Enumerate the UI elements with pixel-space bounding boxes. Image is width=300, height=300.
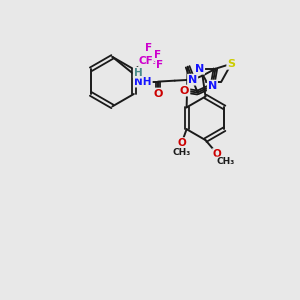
Text: O: O	[213, 149, 222, 159]
Text: N: N	[188, 75, 197, 85]
Text: CH₃: CH₃	[216, 158, 234, 166]
Text: O: O	[177, 138, 186, 148]
Text: O: O	[180, 85, 189, 96]
Text: O: O	[153, 88, 163, 98]
Text: S: S	[227, 59, 235, 69]
Text: CH₃: CH₃	[172, 148, 191, 158]
Text: NH: NH	[134, 76, 152, 87]
Text: H: H	[134, 68, 142, 78]
Text: CF₃: CF₃	[139, 56, 158, 66]
Text: N: N	[208, 81, 217, 91]
Text: F: F	[145, 44, 152, 53]
Text: F: F	[154, 50, 161, 60]
Text: N: N	[195, 64, 204, 74]
Text: F: F	[156, 60, 163, 70]
